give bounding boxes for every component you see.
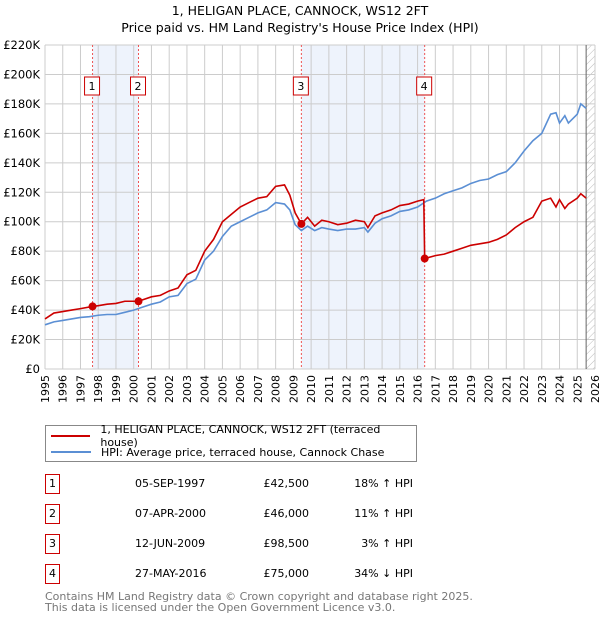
x-tick-label: 2022 — [518, 375, 531, 403]
x-tick-label: 2011 — [323, 375, 336, 403]
legend-item-hpi: HPI: Average price, terraced house, Cann… — [51, 444, 384, 460]
y-tick-label: £200K — [3, 67, 40, 81]
legend: 1, HELIGAN PLACE, CANNOCK, WS12 2FT (ter… — [45, 423, 417, 462]
forecast-hatch — [586, 45, 595, 369]
y-tick-label: £100K — [3, 215, 40, 229]
x-tick-label: 2006 — [234, 375, 247, 403]
shaded-period — [301, 45, 425, 369]
chart-subtitle: Price paid vs. HM Land Registry's House … — [121, 20, 479, 35]
x-tick-label: 2021 — [500, 375, 513, 403]
transaction-number: 4 — [45, 564, 60, 584]
sale-label-box — [84, 76, 101, 96]
transaction-date: 05-SEP-1997 — [135, 477, 206, 490]
sale-point — [88, 302, 97, 311]
transaction-number: 2 — [45, 504, 60, 524]
transaction-date: 07-APR-2000 — [135, 507, 207, 520]
x-tick-label: 2008 — [270, 375, 283, 403]
x-tick-label: 2013 — [358, 375, 371, 403]
x-tick-label: 2016 — [412, 375, 425, 403]
price-chart: 1995 1996 1997 1998 1999 2000 2001 2002 2003 2004… — [3, 38, 600, 403]
sale-point — [420, 254, 429, 263]
x-tick-label: 1997 — [74, 375, 87, 403]
x-tick-label: 2019 — [465, 375, 478, 403]
transaction-price: £42,500 — [263, 477, 310, 490]
x-tick-label: 2001 — [145, 375, 158, 403]
x-tick-label: 2025 — [571, 375, 584, 403]
sale-label-box — [292, 76, 309, 96]
y-tick-label: £120K — [3, 185, 40, 199]
x-tick-label: 2012 — [341, 375, 354, 403]
sale-label-box — [416, 76, 433, 96]
x-tick-label: 2002 — [163, 375, 176, 403]
sale-label-box — [130, 76, 146, 96]
x-tick-label: 2017 — [429, 375, 442, 403]
x-tick-label: 2009 — [287, 375, 300, 403]
footer-line: Contains HM Land Registry data © Crown c… — [45, 590, 473, 603]
x-tick-label: 2015 — [394, 375, 407, 403]
transaction-row: 4 27-MAY-2016 £75,000 34% ↓ HPI — [45, 564, 445, 584]
hpi-line — [44, 102, 587, 326]
x-tick-label: 2023 — [536, 375, 549, 403]
x-tick-label: 2003 — [181, 375, 194, 403]
x-tick-label: 2024 — [554, 375, 567, 403]
property-price-line — [44, 184, 587, 320]
x-tick-label: 2010 — [305, 375, 318, 403]
footer-line: This data is licensed under the Open Gov… — [45, 601, 396, 614]
x-tick-label: 2020 — [483, 375, 496, 403]
x-tick-label: 2004 — [199, 375, 212, 403]
y-tick-label: £140K — [3, 156, 40, 170]
y-tick-label: £180K — [3, 97, 40, 111]
x-tick-label: 2018 — [447, 375, 460, 403]
sale-point — [297, 219, 306, 228]
y-tick-label: £0 — [25, 362, 40, 376]
transaction-row: 3 12-JUN-2009 £98,500 3% ↑ HPI — [45, 534, 445, 554]
x-tick-label: 1999 — [110, 375, 123, 403]
y-tick-label: £220K — [3, 38, 40, 52]
chart-title: 1, HELIGAN PLACE, CANNOCK, WS12 2FT — [171, 3, 429, 18]
sale-label: 3 — [297, 80, 304, 93]
legend-item-property: 1, HELIGAN PLACE, CANNOCK, WS12 2FT (ter… — [51, 423, 416, 449]
transaction-date: 12-JUN-2009 — [135, 537, 206, 550]
transaction-row: 2 07-APR-2000 £46,000 11% ↑ HPI — [45, 504, 445, 524]
transaction-price: £75,000 — [263, 567, 310, 580]
transaction-price: £98,500 — [263, 537, 310, 550]
transaction-hpi-diff: 34% ↓ HPI — [354, 567, 413, 580]
x-tick-label: 2007 — [252, 375, 265, 403]
sale-point — [134, 297, 143, 306]
transaction-number: 1 — [45, 474, 60, 494]
y-tick-label: £60K — [11, 274, 41, 288]
legend-label: HPI: Average price, terraced house, Cann… — [101, 445, 385, 459]
sale-label: 1 — [89, 80, 96, 93]
transaction-price: £46,000 — [263, 507, 310, 520]
transaction-hpi-diff: 11% ↑ HPI — [354, 507, 413, 520]
x-tick-label: 1996 — [57, 375, 70, 403]
x-tick-label: 1995 — [39, 375, 52, 403]
legend-line-red — [51, 435, 91, 437]
y-tick-label: £40K — [11, 303, 41, 317]
transaction-hpi-diff: 18% ↑ HPI — [354, 477, 413, 490]
x-tick-label: 2026 — [589, 375, 600, 403]
x-tick-label: 1998 — [92, 375, 105, 403]
transaction-number: 3 — [45, 534, 60, 554]
y-tick-label: £20K — [11, 333, 41, 347]
y-tick-label: £80K — [11, 244, 41, 258]
transaction-row: 1 05-SEP-1997 £42,500 18% ↑ HPI — [45, 474, 445, 494]
x-tick-label: 2000 — [128, 375, 141, 403]
transaction-hpi-diff: 3% ↑ HPI — [361, 537, 413, 550]
y-tick-label: £160K — [3, 126, 40, 140]
legend-label: 1, HELIGAN PLACE, CANNOCK, WS12 2FT (ter… — [100, 423, 381, 449]
sale-label: 2 — [135, 80, 142, 93]
legend-line-blue — [51, 451, 91, 453]
x-tick-label: 2014 — [376, 375, 389, 403]
sale-label: 4 — [421, 80, 428, 93]
x-tick-label: 2005 — [216, 375, 229, 403]
transaction-date: 27-MAY-2016 — [135, 567, 207, 580]
